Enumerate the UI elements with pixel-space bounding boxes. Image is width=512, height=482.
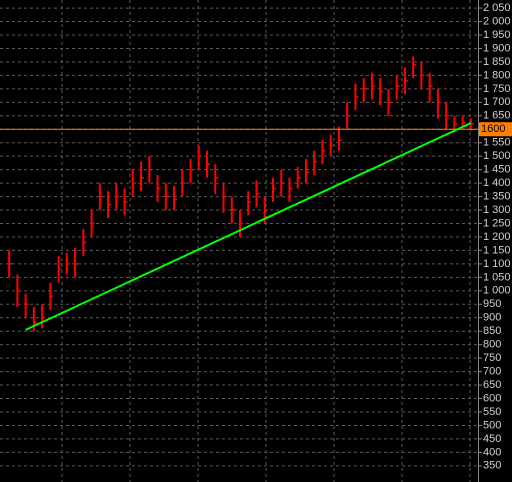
y-tick-label: 1 150: [483, 244, 511, 256]
y-tick-label: 1 800: [483, 69, 511, 81]
vertical-grid: [61, 0, 471, 482]
y-tick-label: 1 750: [483, 83, 511, 95]
level-label: 1600: [481, 123, 505, 135]
y-tick-label: 1 050: [483, 271, 511, 283]
y-tick-label: 1 250: [483, 217, 511, 229]
y-tick-label: 350: [483, 460, 501, 472]
y-tick-label: 1 200: [483, 231, 511, 243]
y-tick-label: 900: [483, 312, 501, 324]
y-tick-label: 1 850: [483, 56, 511, 68]
y-tick-label: 800: [483, 339, 501, 351]
y-tick-label: 600: [483, 392, 501, 404]
trendline: [25, 122, 472, 331]
y-tick-label: 1 650: [483, 110, 511, 122]
y-tick-label: 850: [483, 325, 501, 337]
y-tick-label: 1 450: [483, 164, 511, 176]
y-tick-label: 2 050: [483, 2, 511, 14]
y-tick-label: 750: [483, 352, 501, 364]
y-tick-label: 1 350: [483, 190, 511, 202]
level-label-box: [479, 122, 512, 137]
y-tick-label: 1 100: [483, 258, 511, 270]
y-tick-label: 1 700: [483, 96, 511, 108]
y-tick-label: 1 550: [483, 137, 511, 149]
y-tick-label: 500: [483, 419, 501, 431]
y-tick-label: 950: [483, 298, 501, 310]
y-tick-label: 1 900: [483, 42, 511, 54]
y-tick-label: 1 400: [483, 177, 511, 189]
y-tick-label: 1 300: [483, 204, 511, 216]
y-tick-label: 2 000: [483, 15, 511, 27]
y-tick-label: 450: [483, 433, 501, 445]
y-tick-label: 650: [483, 379, 501, 391]
y-tick-label: 1 500: [483, 150, 511, 162]
y-tick-label: 1 950: [483, 29, 511, 41]
y-tick-label: 700: [483, 366, 501, 378]
y-tick-label: 550: [483, 406, 501, 418]
y-tick-label: 400: [483, 446, 501, 458]
y-tick-label: 1 000: [483, 285, 511, 297]
